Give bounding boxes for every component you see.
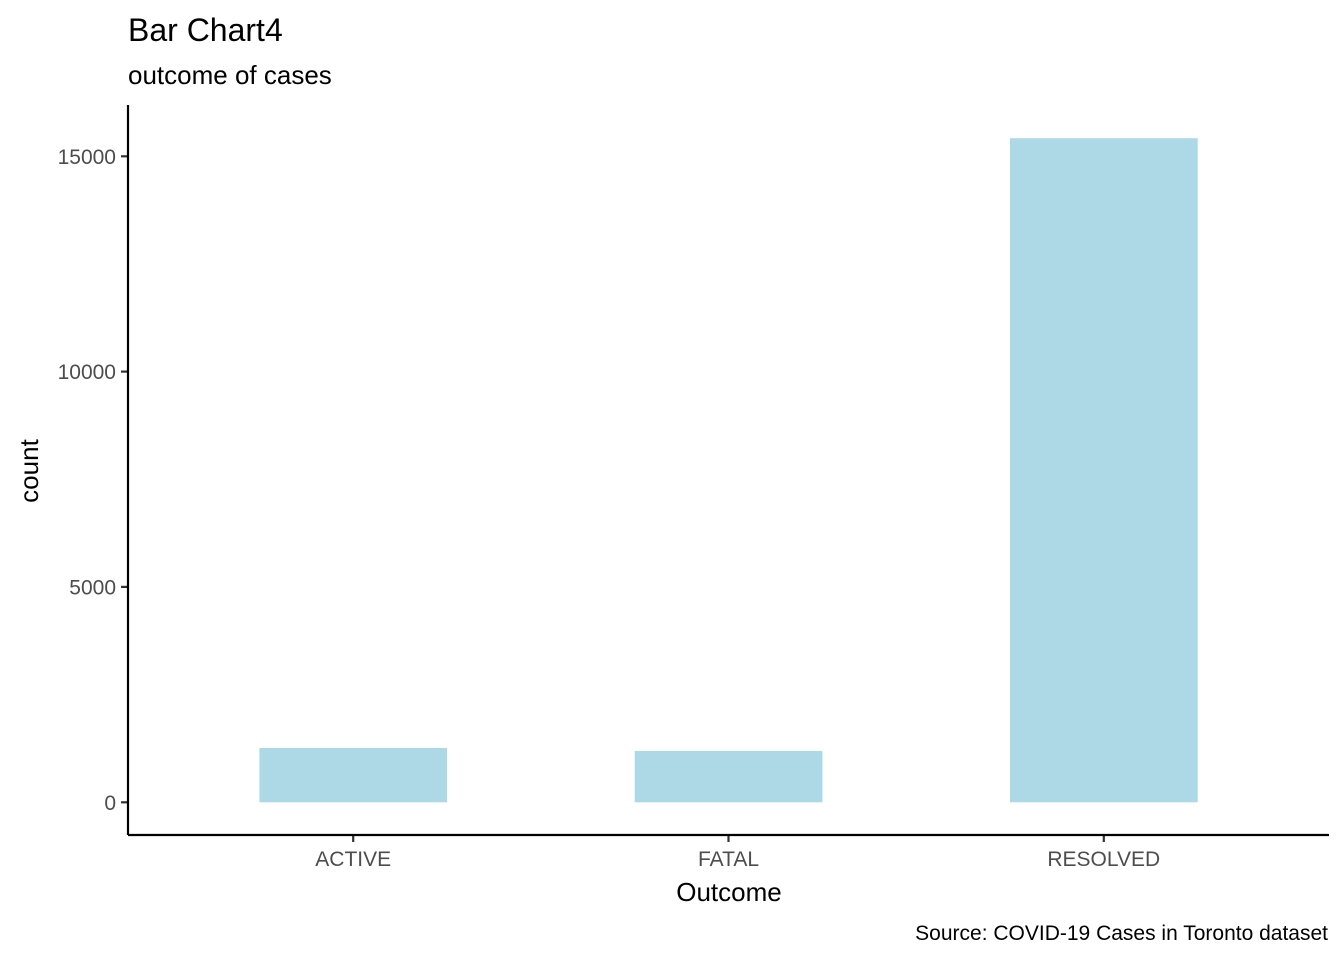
y-tick-label-15000: 15000 (58, 146, 116, 169)
chart-caption: Source: COVID-19 Cases in Toronto datase… (915, 922, 1328, 945)
y-axis-title: count (14, 438, 44, 502)
y-tick-label-5000: 5000 (69, 576, 116, 599)
y-tick-label-0: 0 (104, 792, 116, 815)
x-axis-title: Outcome (676, 877, 782, 907)
bar-active (259, 748, 448, 803)
bars-layer (259, 138, 1198, 803)
bar-resolved (1010, 138, 1198, 803)
chart-title: Bar Chart4 (128, 12, 283, 48)
chart-subtitle: outcome of cases (128, 60, 332, 90)
x-tick-label-fatal: FATAL (698, 848, 759, 871)
y-tick-label-10000: 10000 (58, 361, 116, 384)
y-axis-ticks: 0 5000 10000 15000 (58, 146, 128, 815)
bar-fatal (634, 751, 823, 803)
x-tick-label-resolved: RESOLVED (1047, 848, 1160, 871)
x-axis-ticks: ACTIVE FATAL RESOLVED (315, 835, 1160, 871)
x-tick-label-active: ACTIVE (315, 848, 391, 871)
